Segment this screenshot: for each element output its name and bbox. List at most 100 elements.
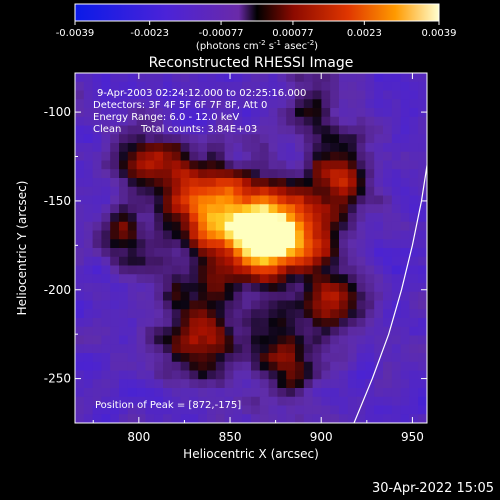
colorbar-tick-label: -0.00077 [199, 28, 244, 39]
image-pixel [277, 116, 287, 126]
image-pixel [207, 283, 217, 293]
image-pixel [295, 274, 305, 284]
image-pixel [127, 134, 137, 144]
image-pixel [180, 134, 190, 144]
image-pixel [365, 221, 375, 231]
image-pixel [374, 125, 384, 135]
image-pixel [198, 274, 208, 284]
image-pixel [242, 370, 252, 380]
image-pixel [339, 265, 349, 275]
image-pixel [83, 274, 93, 284]
image-pixel [189, 134, 199, 144]
image-pixel [400, 195, 410, 205]
image-pixel [224, 151, 234, 161]
image-pixel [163, 90, 173, 100]
image-pixel [365, 396, 375, 406]
image-pixel [268, 388, 278, 398]
image-pixel [365, 353, 375, 363]
image-pixel [312, 195, 322, 205]
image-pixel [224, 125, 234, 135]
image-pixel [242, 81, 252, 91]
image-pixel [101, 125, 111, 135]
image-pixel [295, 300, 305, 310]
image-pixel [418, 73, 427, 83]
image-pixel [418, 388, 427, 398]
image-pixel [136, 274, 146, 284]
image-pixel [215, 125, 225, 135]
image-pixel [330, 291, 340, 301]
image-pixel [145, 256, 155, 266]
image-pixel [136, 99, 146, 109]
image-pixel [127, 239, 137, 249]
image-pixel [92, 239, 102, 249]
image-pixel [180, 248, 190, 258]
image-pixel [277, 248, 287, 258]
image-pixel [347, 414, 357, 423]
image-pixel [119, 265, 129, 275]
image-pixel [127, 379, 137, 389]
image-pixel [101, 309, 111, 319]
image-pixel [242, 186, 252, 196]
image-pixel [145, 90, 155, 100]
image-pixel [171, 370, 181, 380]
image-pixel [145, 379, 155, 389]
image-pixel [347, 186, 357, 196]
image-pixel [127, 265, 137, 275]
image-pixel [259, 396, 269, 406]
image-pixel [242, 300, 252, 310]
image-pixel [339, 99, 349, 109]
image-pixel [83, 230, 93, 240]
image-pixel [339, 160, 349, 170]
image-pixel [189, 230, 199, 240]
image-pixel [154, 326, 164, 336]
image-pixel [259, 178, 269, 188]
image-pixel [127, 195, 137, 205]
image-pixel [365, 99, 375, 109]
image-pixel [339, 300, 349, 310]
image-pixel [268, 221, 278, 231]
image-pixel [207, 265, 217, 275]
image-pixel [75, 116, 85, 126]
chart-title: Reconstructed RHESSI Image [149, 55, 354, 71]
image-pixel [339, 283, 349, 293]
image-pixel [136, 335, 146, 345]
y-tick-label: -150 [44, 194, 71, 208]
image-pixel [83, 414, 93, 423]
image-pixel [198, 309, 208, 319]
image-pixel [286, 143, 296, 153]
image-pixel [400, 81, 410, 91]
image-pixel [277, 256, 287, 266]
image-pixel [409, 73, 419, 83]
image-pixel [374, 318, 384, 328]
image-pixel [321, 73, 331, 83]
image-pixel [119, 125, 129, 135]
image-pixel [356, 221, 366, 231]
image-pixel [374, 335, 384, 345]
image-pixel [383, 370, 393, 380]
image-pixel [383, 291, 393, 301]
image-pixel [268, 335, 278, 345]
image-pixel [83, 396, 93, 406]
image-pixel [303, 151, 313, 161]
image-pixel [347, 318, 357, 328]
image-pixel [339, 195, 349, 205]
image-pixel [356, 108, 366, 118]
image-pixel [136, 134, 146, 144]
image-pixel [180, 256, 190, 266]
image-pixel [207, 291, 217, 301]
image-pixel [83, 151, 93, 161]
image-pixel [391, 318, 401, 328]
image-pixel [242, 116, 252, 126]
image-pixel [268, 73, 278, 83]
image-pixel [154, 353, 164, 363]
image-pixel [198, 134, 208, 144]
image-pixel [286, 213, 296, 223]
image-pixel [145, 361, 155, 371]
image-pixel [347, 221, 357, 231]
image-pixel [286, 379, 296, 389]
image-pixel [409, 361, 419, 371]
image-pixel [171, 318, 181, 328]
image-pixel [365, 248, 375, 258]
image-pixel [233, 186, 243, 196]
